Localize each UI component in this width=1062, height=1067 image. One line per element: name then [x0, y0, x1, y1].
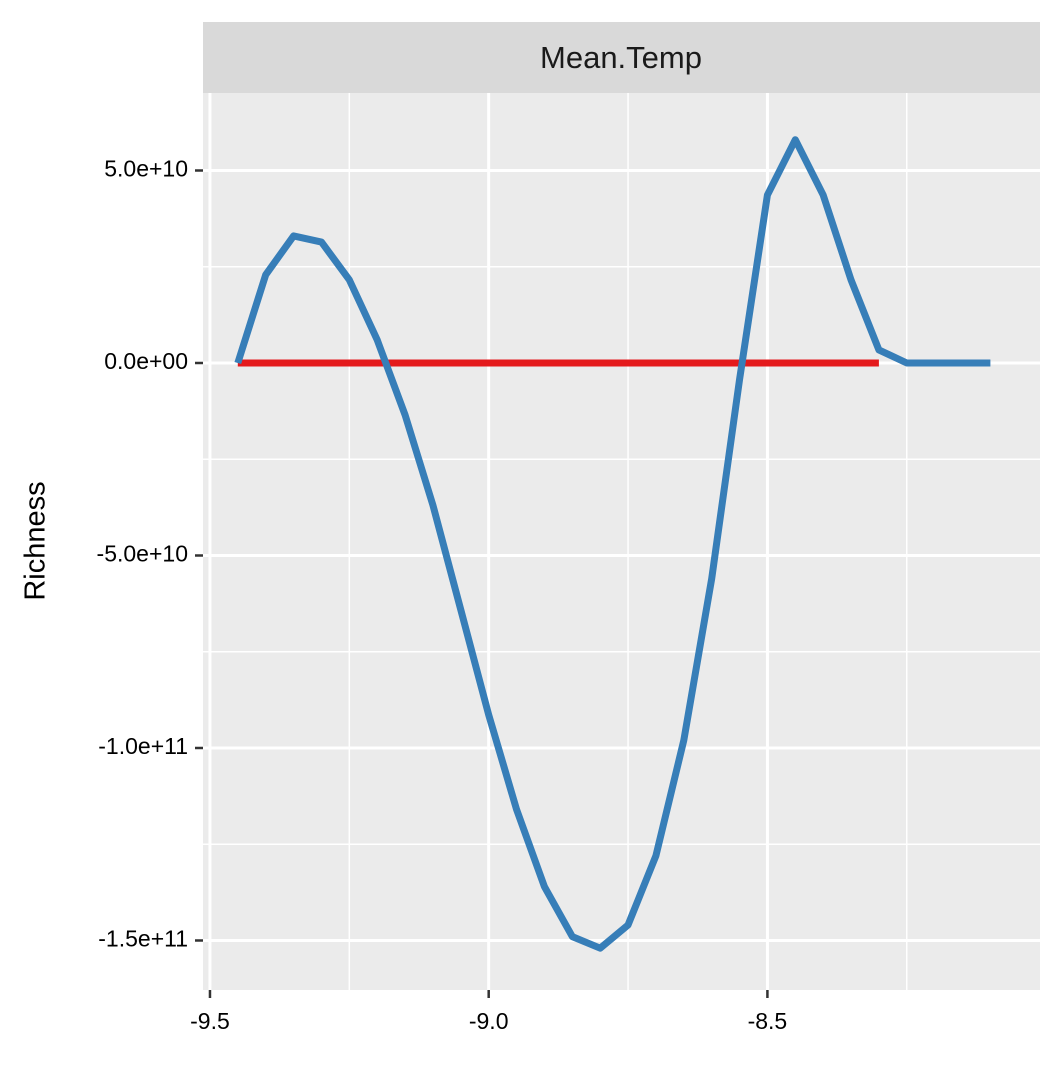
y-tick-label: -1.0e+11: [98, 733, 188, 759]
y-tick-label: -5.0e+10: [97, 541, 188, 567]
marks: [234, 136, 991, 952]
facet-strip: [203, 22, 1040, 93]
panel: [203, 93, 1040, 990]
y-tick-label: -1.5e+11: [98, 926, 188, 952]
y-tick-label: 0.0e+00: [104, 348, 188, 374]
x-tick-label: -9.5: [190, 1008, 230, 1034]
axes: -9.5 -9.0 -8.5 -1.5e+11 -1.0e+11 -5.0e+10 0.0e…: [97, 156, 788, 1035]
x-tick-label: -8.5: [748, 1008, 788, 1034]
y-tick-label: 5.0e+10: [104, 156, 188, 182]
y-axis-label: Richness: [20, 481, 52, 600]
series-line: [234, 136, 991, 952]
facet-label: Mean.Temp: [540, 40, 702, 75]
x-tick-label: -9.0: [469, 1008, 509, 1034]
